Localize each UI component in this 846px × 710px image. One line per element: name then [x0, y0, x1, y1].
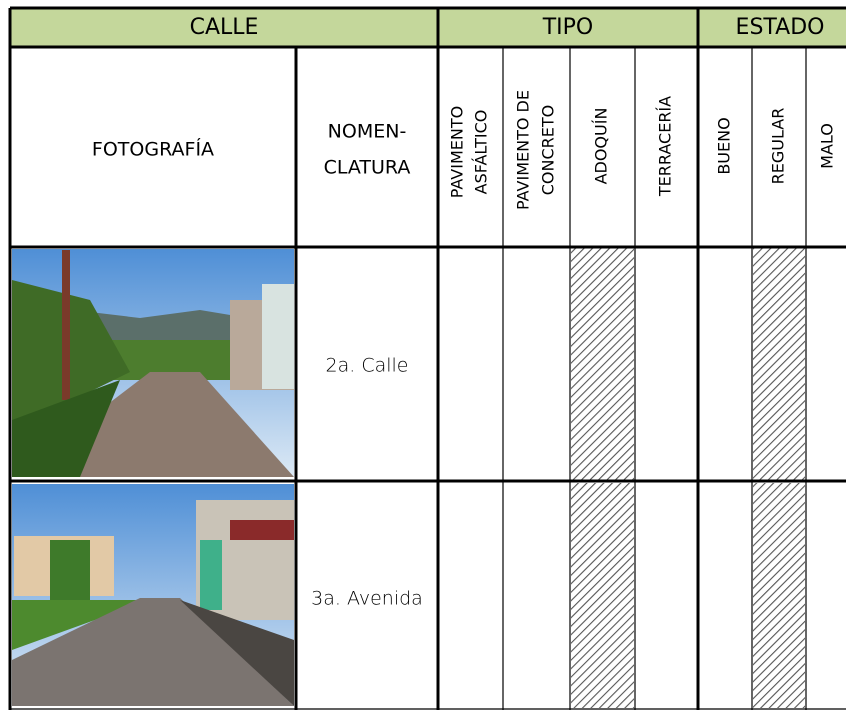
hatched-cells	[571, 248, 805, 708]
street-name: 2a. Calle	[326, 355, 409, 377]
column-header: MALO	[818, 123, 837, 169]
column-header: REGULAR	[769, 108, 788, 185]
column-header: CONCRETO	[539, 105, 558, 196]
column-header: PAVIMENTO	[448, 106, 467, 198]
group-header: CALLE	[190, 15, 259, 40]
column-header: NOMEN-	[328, 121, 407, 143]
header-band	[10, 8, 846, 46]
column-header: CLATURA	[324, 157, 411, 179]
group-header: ESTADO	[736, 15, 825, 40]
column-header: ADOQUÍN	[592, 108, 611, 185]
group-header: TIPO	[542, 15, 594, 40]
column-header: BUENO	[715, 117, 734, 174]
photo	[12, 484, 294, 706]
table-grid	[8, 6, 846, 710]
column-header: FOTOGRAFÍA	[92, 138, 214, 161]
column-header: ASFÁLTICO	[472, 110, 491, 195]
column-header: PAVIMENTO DE	[514, 90, 533, 210]
column-header: TERRACERÍA	[656, 96, 675, 197]
photo	[12, 249, 294, 477]
street-name: 3a. Avenida	[311, 588, 423, 610]
